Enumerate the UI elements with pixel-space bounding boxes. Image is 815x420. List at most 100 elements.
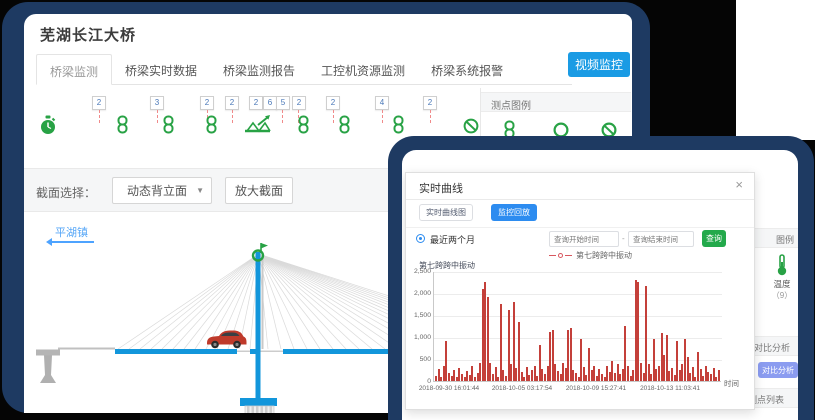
badge-connector: [430, 110, 431, 123]
gridline: [434, 360, 722, 361]
sidebar-legend-header-label: 图例: [776, 235, 795, 245]
measure-point-legend-panel: 测点图例: [480, 88, 631, 158]
gridline: [434, 272, 722, 273]
tower-piles: [244, 405, 275, 413]
temperature-label: 温度: [773, 279, 791, 289]
prohibition-icon[interactable]: [463, 118, 479, 139]
sensor-count-badge: 6: [263, 96, 277, 110]
divider: [406, 199, 754, 200]
legend-panel-title: 测点图例: [491, 101, 531, 112]
gridline: [434, 338, 722, 339]
tab-monitor-playback[interactable]: 监控回放: [491, 204, 537, 221]
last-two-months-label: 最近两个月: [430, 235, 476, 245]
legend-line-icon: [565, 254, 572, 257]
tab-bridge-report[interactable]: 桥梁监测报告: [223, 64, 296, 78]
link-sensor-icon[interactable]: [392, 115, 405, 139]
x-tick: 2018-09-30 16:01:44: [418, 385, 480, 392]
chart-legend[interactable]: 第七跨跨中振动: [549, 250, 632, 261]
sensor-count-badge: 2: [249, 96, 263, 110]
gridline: [434, 294, 722, 295]
section-select-dropdown[interactable]: 动态背立面 ▼: [112, 177, 212, 204]
modal-window-frame: 图例 温度 （9） 对比分析 对比分析 测点列表 实时曲线 × 实时曲线图 监控…: [388, 136, 814, 420]
tab-realtime-curve-preview[interactable]: 实时曲线图: [419, 204, 473, 221]
query-button[interactable]: 查询: [702, 230, 726, 247]
section-select-value: 动态背立面: [127, 184, 188, 198]
main-tabbar: 桥梁监测 桥梁实时数据 桥梁监测报告 工控机资源监测 桥梁系统报警: [36, 54, 572, 85]
chart-bars: [435, 271, 721, 381]
sidebar-compare-header-label: 对比分析: [754, 343, 791, 353]
temperature-count: （9）: [771, 291, 793, 300]
badge-connector: [99, 110, 100, 123]
bridge-deck-left: [115, 349, 237, 354]
page-title: 芜湖长江大桥: [40, 27, 137, 44]
sensor-count-badge: 4: [375, 96, 389, 110]
anemometer-icon[interactable]: [250, 241, 272, 268]
sensor-count-badge: 3: [150, 96, 164, 110]
link-sensor-icon[interactable]: [116, 115, 129, 139]
sensor-count-badge: 5: [276, 96, 290, 110]
sensor-count-badge: 2: [200, 96, 214, 110]
left-arrow-icon: [46, 238, 94, 246]
truss-gauge-icon[interactable]: [245, 115, 273, 140]
y-tick: 2,500: [413, 268, 431, 275]
legend-panel-header: 测点图例: [481, 92, 631, 112]
legend-circle-icon: [558, 253, 563, 258]
section-select-label: 截面选择：: [36, 186, 97, 200]
stopwatch-icon[interactable]: [39, 115, 57, 140]
badge-connector: [157, 110, 158, 123]
y-tick: 0: [427, 378, 431, 385]
link-sensor-icon[interactable]: [338, 115, 351, 139]
dialog-title: 实时曲线: [419, 183, 463, 195]
thermometer-icon[interactable]: [776, 254, 788, 281]
chart-plot-area: [433, 271, 722, 382]
bridge-deck-mid: [250, 349, 257, 354]
y-tick: 1,500: [413, 312, 431, 319]
car-image: [204, 328, 248, 355]
chevron-down-icon: ▼: [196, 186, 204, 195]
sensor-count-badge: 2: [92, 96, 106, 110]
enlarge-section-button[interactable]: 放大截面: [225, 177, 293, 204]
y-tick: 2,000: [413, 290, 431, 297]
query-start-time-input[interactable]: [549, 231, 619, 247]
direction-label: 平湖镇: [55, 227, 88, 239]
modal-app-window: 图例 温度 （9） 对比分析 对比分析 测点列表 实时曲线 × 实时曲线图 监控…: [402, 150, 798, 420]
tab-bridge-realtime-data[interactable]: 桥梁实时数据: [125, 64, 198, 78]
close-icon[interactable]: ×: [735, 177, 743, 192]
sensor-count-badge: 2: [423, 96, 437, 110]
gridline: [434, 316, 722, 317]
sensor-count-badge: 2: [292, 96, 306, 110]
x-tick: 2018-10-13 11:03:41: [640, 385, 700, 392]
x-tick: 2018-10-05 03:17:54: [491, 385, 553, 392]
tab-ipc-resource-monitoring[interactable]: 工控机资源监测: [321, 64, 406, 78]
bridge-cables: [117, 253, 555, 350]
badge-connector: [207, 110, 208, 123]
sensor-count-badge: 2: [225, 96, 239, 110]
badge-connector: [298, 110, 299, 123]
realtime-curve-dialog: 实时曲线 × 实时曲线图 监控回放 最近两个月 - 查询 第七跨跨中振动 第七跨…: [405, 172, 755, 410]
badge-connector: [282, 110, 283, 123]
date-range-separator: -: [622, 234, 625, 243]
tab-bridge-monitoring[interactable]: 桥梁监测: [36, 54, 113, 85]
badge-connector: [382, 110, 383, 123]
tower-edge-line: [261, 255, 264, 349]
tab-bridge-system-alarm[interactable]: 桥梁系统报警: [431, 64, 504, 78]
link-sensor-icon[interactable]: [205, 115, 218, 139]
legend-line-icon: [549, 254, 556, 257]
sensor-count-badge: 2: [326, 96, 340, 110]
divider: [406, 227, 754, 228]
last-two-months-radio[interactable]: [416, 234, 425, 243]
compare-analysis-button[interactable]: 对比分析: [758, 362, 798, 378]
tower-cap: [240, 398, 277, 406]
sidebar-list-header-label: 测点列表: [748, 395, 785, 405]
link-sensor-icon[interactable]: [297, 115, 310, 139]
approach-line: [58, 347, 115, 350]
link-sensor-icon[interactable]: [162, 115, 175, 139]
bridge-tower: [255, 252, 261, 405]
y-tick: 1,000: [413, 334, 431, 341]
video-monitor-button[interactable]: 视频监控: [568, 52, 630, 77]
x-axis-title: 时间: [724, 379, 739, 388]
chart-series-title: 第七跨跨中振动: [419, 261, 475, 270]
x-tick: 2018-10-09 15:27:41: [565, 385, 627, 392]
left-pier: [36, 349, 60, 383]
query-end-time-input[interactable]: [628, 231, 694, 247]
